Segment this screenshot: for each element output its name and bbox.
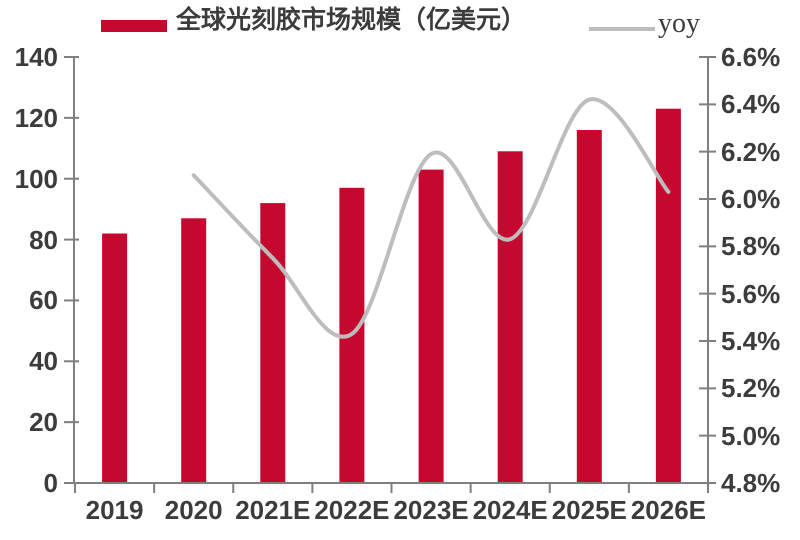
x-tick-label-2022E: 2022E — [314, 495, 390, 525]
y-right-tick-label-5.4%: 5.4% — [721, 326, 781, 356]
y-left-tick-label-0: 0 — [43, 468, 58, 498]
bar-2025E — [576, 130, 602, 483]
legend-line-series-label: yoy — [658, 8, 700, 39]
y-left-tick-label-60: 60 — [29, 285, 58, 316]
y-right-tick-label-6.0%: 6.0% — [721, 184, 781, 214]
y-left-tick-label-20: 20 — [29, 407, 58, 438]
legend-bar-series-label: 全球光刻胶市场规模（亿美元） — [176, 7, 527, 34]
y-left-tick-label-120: 120 — [14, 102, 58, 133]
x-tick-label-2024E: 2024E — [472, 495, 548, 525]
y-right-tick-label-6.6%: 6.6% — [721, 42, 781, 72]
legend-line-swatch — [589, 27, 655, 31]
x-tick-label-2019: 2019 — [85, 495, 144, 525]
y-right-tick-label-5.0%: 5.0% — [721, 420, 781, 451]
y-right-tick-label-5.8%: 5.8% — [721, 231, 781, 262]
y-right-tick-label-5.6%: 5.6% — [721, 278, 781, 309]
x-tick-label-2023E: 2023E — [393, 495, 469, 525]
x-tick-label-2021E: 2021E — [235, 495, 311, 525]
x-tick-label-2020: 2020 — [164, 495, 223, 525]
y-right-tick-label-4.8%: 4.8% — [721, 468, 781, 498]
bar-2020 — [181, 218, 207, 484]
x-tick-label-2025E: 2025E — [551, 495, 627, 525]
y-left-tick-label-100: 100 — [14, 163, 58, 194]
yoy-line — [191, 97, 671, 339]
bar-2019 — [102, 233, 128, 483]
bar-2023E — [418, 169, 444, 483]
bar-2024E — [497, 151, 523, 484]
x-tick-label-2026E: 2026E — [630, 495, 707, 525]
y-right-tick-label-6.4%: 6.4% — [721, 89, 781, 120]
legend-bar-swatch — [101, 20, 167, 32]
y-left-tick-label-140: 140 — [14, 42, 58, 72]
y-left-tick-label-40: 40 — [29, 346, 58, 377]
bar-2026E — [655, 108, 681, 483]
y-right-tick-label-6.2%: 6.2% — [721, 136, 781, 167]
bar-2021E — [260, 203, 286, 483]
y-right-tick-label-5.2%: 5.2% — [721, 373, 781, 404]
y-left-tick-label-80: 80 — [29, 224, 58, 255]
